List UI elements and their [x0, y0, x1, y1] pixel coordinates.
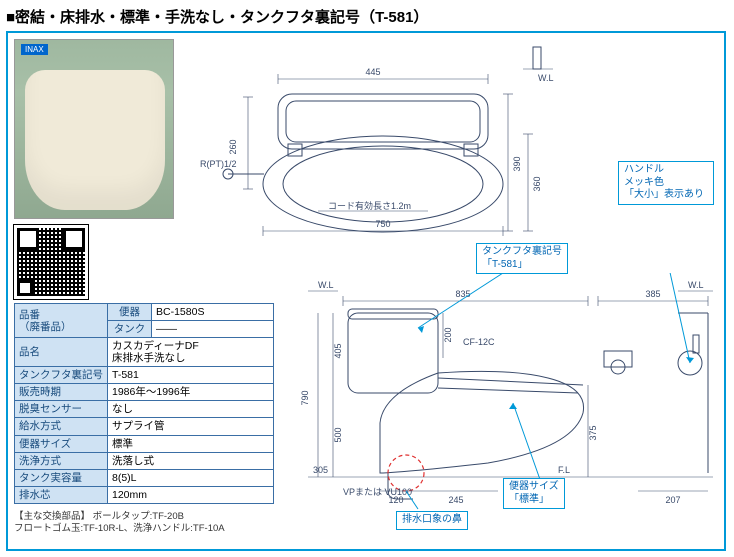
main-frame: INAX 品番 （廃番品） 便器 BC-1580S タンク —— 品名 カスカデ…: [6, 31, 726, 551]
svg-text:207: 207: [665, 495, 680, 505]
svg-text:790: 790: [300, 390, 310, 405]
spec-value: BC-1580S: [152, 304, 274, 321]
svg-text:R(PT)1/2: R(PT)1/2: [200, 159, 237, 169]
table-row: タンクフタ裏記号T-581: [15, 367, 274, 384]
spec-value: なし: [108, 401, 274, 418]
spec-label: タンクフタ裏記号: [15, 367, 108, 384]
spec-label: 脱臭センサー: [15, 401, 108, 418]
spec-value: 1986年～1996年: [108, 384, 274, 401]
table-row: 販売時期1986年～1996年: [15, 384, 274, 401]
product-photo: INAX: [14, 39, 174, 219]
svg-text:385: 385: [645, 289, 660, 299]
callout-drain: 排水口象の鼻: [396, 511, 468, 530]
spec-table: 品番 （廃番品） 便器 BC-1580S タンク —— 品名 カスカディーナDF…: [14, 303, 274, 504]
spec-value: 洗落し式: [108, 452, 274, 469]
spec-label: タンク実容量: [15, 469, 108, 486]
svg-text:500: 500: [333, 427, 343, 442]
svg-text:375: 375: [588, 425, 598, 440]
note-line: フロートゴム玉:TF-10R-L、洗浄ハンドル:TF-10A: [14, 523, 225, 535]
svg-text:CF-12C: CF-12C: [463, 337, 495, 347]
spec-value: サプライ管: [108, 418, 274, 435]
spec-value: 8(5)L: [108, 469, 274, 486]
callout-tanklid: タンクフタ裏記号 「T-581」: [476, 243, 568, 274]
svg-text:245: 245: [448, 495, 463, 505]
spec-label: 品名: [15, 338, 108, 367]
callout-bowlsize: 便器サイズ 「標準」: [503, 478, 565, 509]
table-row: 洗浄方式洗落し式: [15, 452, 274, 469]
svg-text:305: 305: [313, 465, 328, 475]
spec-value: T-581: [108, 367, 274, 384]
svg-text:W.L: W.L: [538, 73, 554, 83]
table-row: 品番 （廃番品） 便器 BC-1580S: [15, 304, 274, 321]
spec-value: ——: [152, 321, 274, 338]
diagram-side-view: W.L W.L 835 385 CF-12C F.L: [288, 273, 718, 513]
svg-text:VPまたは VU100: VPまたは VU100: [343, 487, 412, 497]
svg-text:835: 835: [455, 289, 470, 299]
svg-text:360: 360: [532, 176, 542, 191]
spec-label: 排水芯: [15, 486, 108, 503]
diagram-plan-view: W.L 445 R(PT)1/2 260 390 360 コード有効長さ1.2m: [188, 39, 558, 239]
svg-text:405: 405: [333, 343, 343, 358]
spec-value: カスカディーナDF 床排水手洗なし: [108, 338, 274, 367]
table-row: 便器サイズ標準: [15, 435, 274, 452]
svg-text:W.L: W.L: [318, 280, 334, 290]
svg-text:390: 390: [512, 156, 522, 171]
svg-text:コード有効長さ1.2m: コード有効長さ1.2m: [328, 200, 411, 211]
table-row: 排水芯120mm: [15, 486, 274, 503]
spec-label: 品番 （廃番品）: [15, 304, 108, 338]
table-row: 品名 カスカディーナDF 床排水手洗なし: [15, 338, 274, 367]
table-row: 脱臭センサーなし: [15, 401, 274, 418]
page-title: ■密結・床排水・標準・手洗なし・タンクフタ裏記号（T-581）: [6, 6, 728, 27]
spec-value: 120mm: [108, 486, 274, 503]
spec-label: 販売時期: [15, 384, 108, 401]
spec-label: 便器サイズ: [15, 435, 108, 452]
table-row: タンク実容量8(5)L: [15, 469, 274, 486]
svg-text:260: 260: [228, 139, 238, 154]
replacement-parts-notes: 【主な交換部品】 ボールタップ:TF-20B フロートゴム玉:TF-10R-L、…: [14, 511, 225, 535]
svg-text:F.L: F.L: [558, 465, 570, 475]
spec-label: 給水方式: [15, 418, 108, 435]
spec-sublabel: タンク: [108, 321, 152, 338]
table-row: 給水方式サプライ管: [15, 418, 274, 435]
qr-code: [14, 225, 88, 299]
svg-text:200: 200: [443, 327, 453, 342]
spec-label: 洗浄方式: [15, 452, 108, 469]
svg-text:W.L: W.L: [688, 280, 704, 290]
svg-text:750: 750: [375, 219, 390, 229]
brand-logo: INAX: [21, 44, 48, 55]
spec-sublabel: 便器: [108, 304, 152, 321]
callout-handle: ハンドル メッキ色 「大小」表示あり: [618, 161, 714, 205]
note-line: 【主な交換部品】 ボールタップ:TF-20B: [14, 511, 225, 523]
svg-text:445: 445: [365, 67, 380, 77]
spec-value: 標準: [108, 435, 274, 452]
